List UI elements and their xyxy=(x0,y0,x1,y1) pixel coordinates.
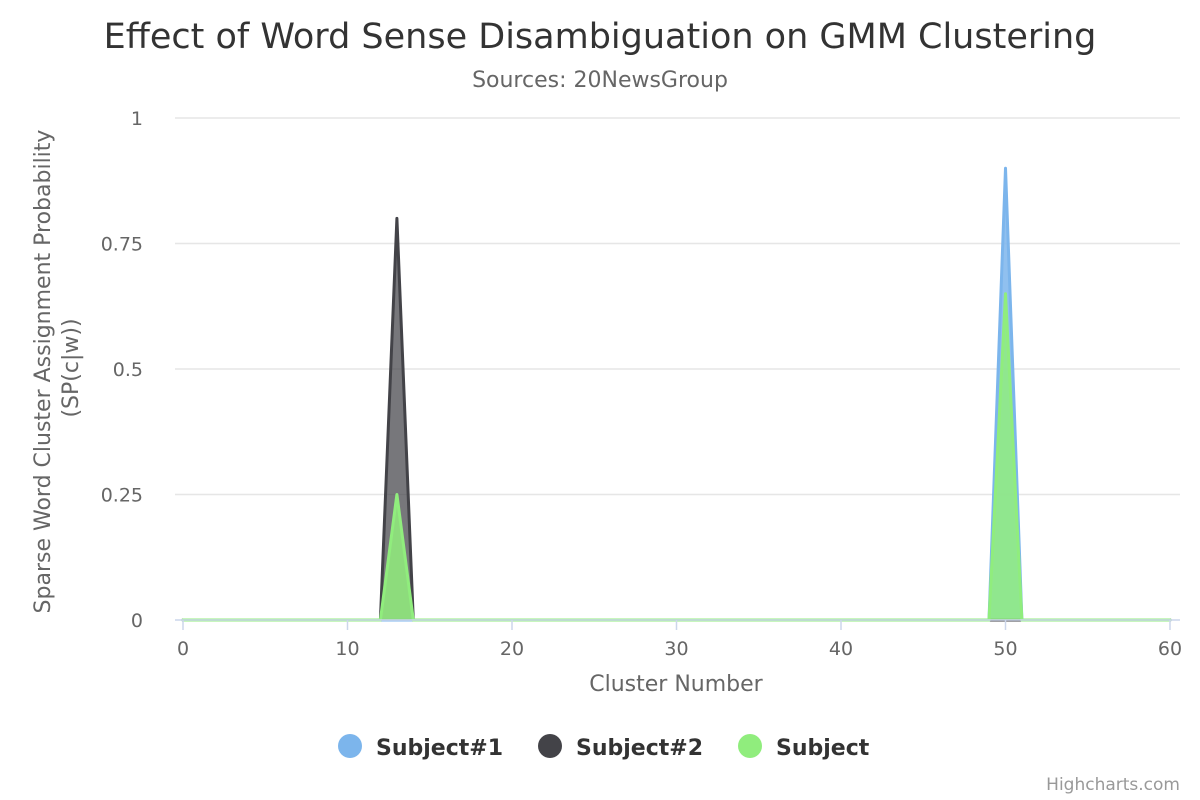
series-line xyxy=(181,166,1172,622)
gridlines xyxy=(175,117,1180,496)
chart-title: Effect of Word Sense Disambiguation on G… xyxy=(104,17,1097,57)
x-tick-label: 50 xyxy=(993,638,1017,660)
series-Subject#1[interactable] xyxy=(181,166,1172,622)
y-tick-label: 0 xyxy=(131,610,143,632)
legend-item-Subject#1[interactable]: Subject#1 xyxy=(338,734,503,761)
y-axis-ticks: 0 0.25 0.5 0.75 1 xyxy=(101,108,143,632)
x-tick-label: 0 xyxy=(177,638,189,660)
series-line xyxy=(181,216,1172,622)
y-tick-label: 0.25 xyxy=(101,485,143,507)
legend-label: Subject#1 xyxy=(376,736,503,761)
legend-symbol-icon xyxy=(338,734,362,758)
legend-symbol-icon xyxy=(738,734,762,758)
series-Subject[interactable] xyxy=(181,292,1172,622)
legend-symbol-icon xyxy=(538,734,562,758)
legend: Subject#1 Subject#2 Subject xyxy=(338,734,870,761)
chart-subtitle: Sources: 20NewsGroup xyxy=(472,68,728,93)
series-area xyxy=(183,218,1170,620)
series-area xyxy=(183,293,1170,620)
legend-label: Subject#2 xyxy=(576,736,703,761)
legend-item-Subject#2[interactable]: Subject#2 xyxy=(538,734,703,761)
credits-link[interactable]: Highcharts.com xyxy=(1046,775,1180,795)
series-line xyxy=(181,292,1172,622)
series-Subject#2[interactable] xyxy=(181,216,1172,622)
x-tick-label: 20 xyxy=(500,638,524,660)
plot-series xyxy=(181,166,1172,622)
y-axis-title-line-1: Sparse Word Cluster Assignment Probabili… xyxy=(31,130,56,614)
x-tick-label: 60 xyxy=(1158,638,1182,660)
y-tick-label: 0.75 xyxy=(101,234,143,256)
x-axis-ticks: 0 10 20 30 40 50 60 xyxy=(177,620,1182,660)
y-axis-title-line-2: (SP(c|w)) xyxy=(59,318,84,417)
y-tick-label: 0.5 xyxy=(113,359,143,381)
x-tick-label: 40 xyxy=(829,638,853,660)
legend-label: Subject xyxy=(776,736,870,761)
series-area xyxy=(183,168,1170,620)
x-tick-label: 10 xyxy=(335,638,359,660)
x-tick-label: 30 xyxy=(664,638,688,660)
y-axis-title: Sparse Word Cluster Assignment Probabili… xyxy=(31,123,84,614)
legend-item-Subject[interactable]: Subject xyxy=(738,734,870,761)
x-axis-title: Cluster Number xyxy=(589,672,763,697)
y-tick-label: 1 xyxy=(131,108,143,130)
